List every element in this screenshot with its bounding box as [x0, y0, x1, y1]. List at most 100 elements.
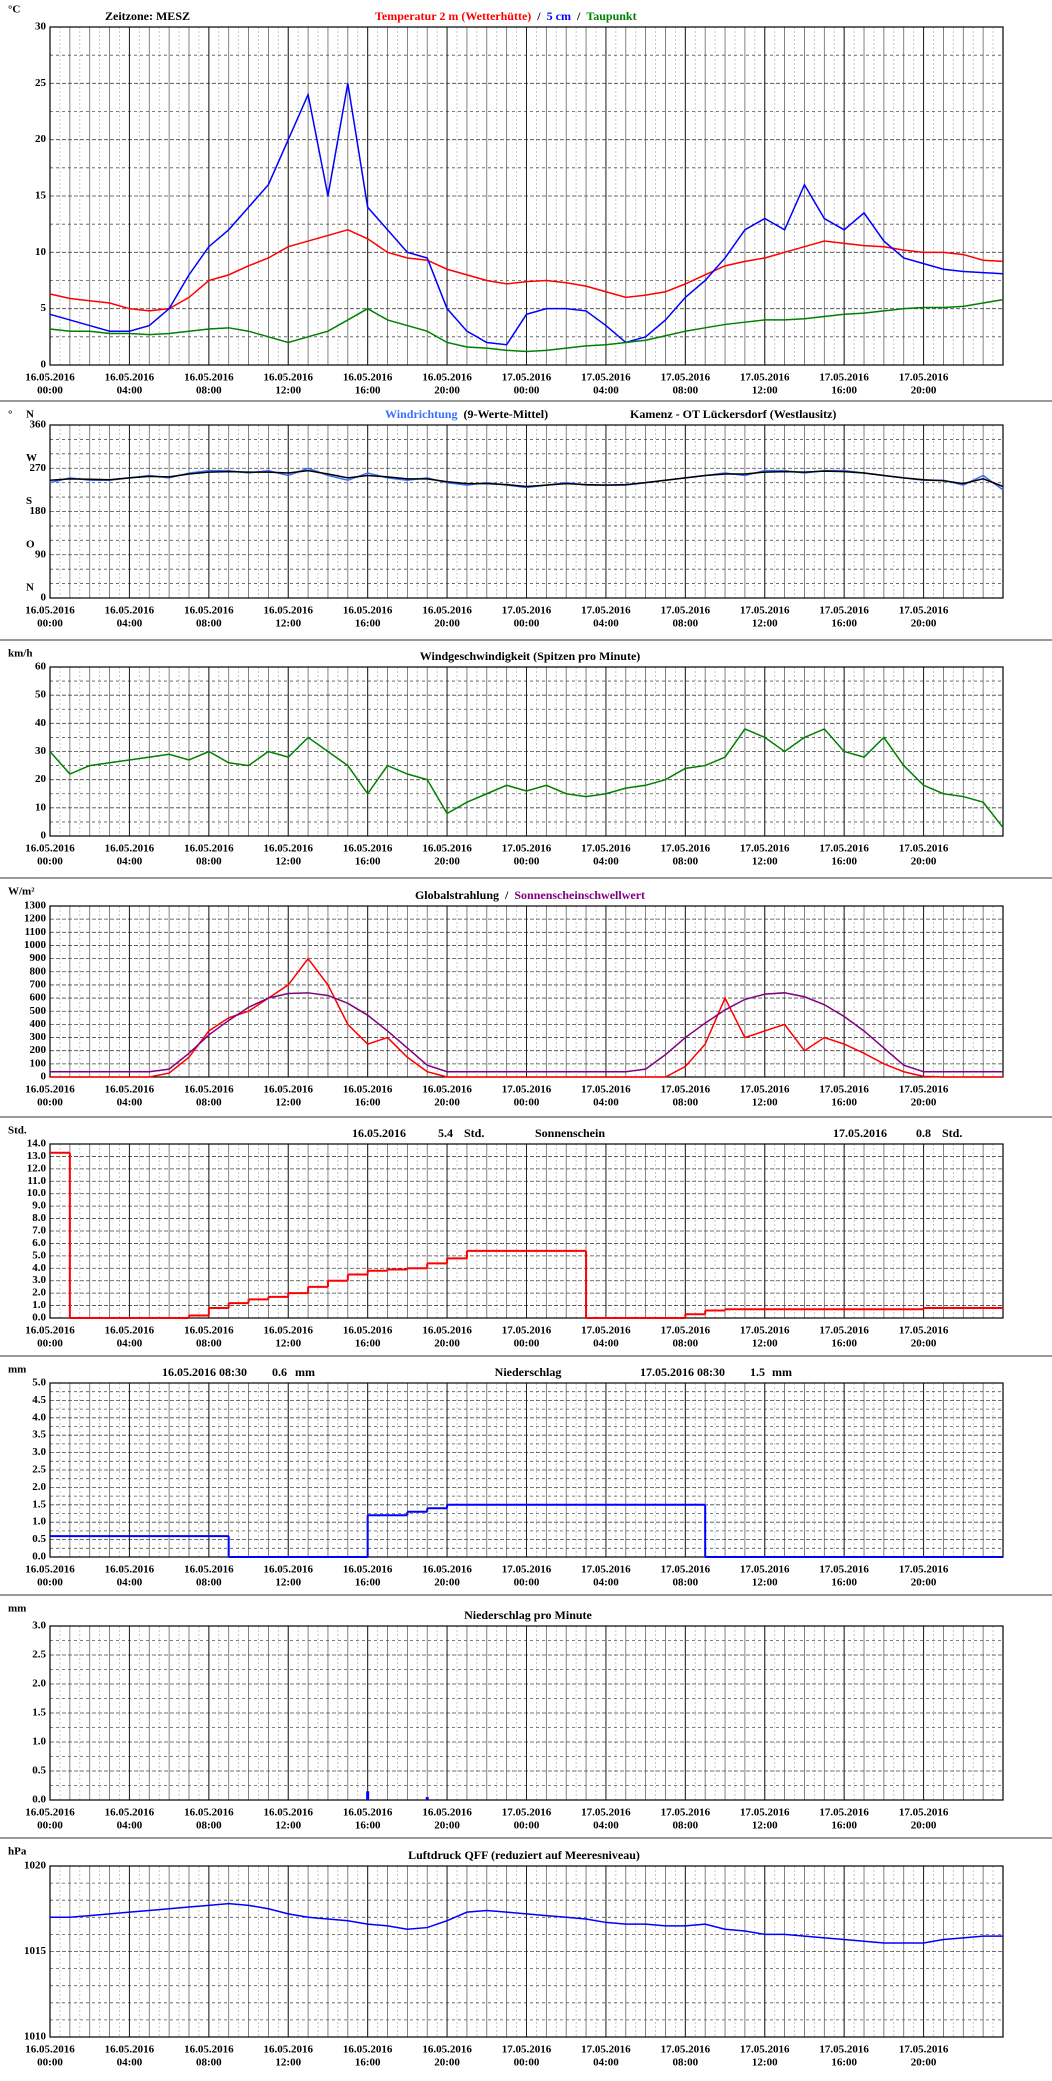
y-tick-label: 1300: [24, 900, 47, 912]
y-tick-label: 4.0: [32, 1262, 46, 1274]
x-tick-label: 17.05.2016: [740, 1807, 790, 1819]
x-tick-label: 12:00: [752, 1097, 778, 1109]
plot-frame: [49, 26, 1004, 366]
x-tick-label: 20:00: [911, 2057, 937, 2069]
x-tick-label: 16.05.2016: [25, 372, 75, 384]
x-tick-label: 12:00: [275, 856, 301, 868]
x-tick-label: 16.05.2016: [343, 605, 393, 617]
x-tick-label: 16.05.2016: [25, 1084, 75, 1096]
y-tick-label: 0: [41, 592, 47, 604]
plot-frame: [49, 1865, 1004, 2038]
x-tick-label: 16.05.2016: [184, 1564, 234, 1576]
x-tick-label: 00:00: [514, 1338, 540, 1350]
x-tick-label: 16.05.2016: [25, 1325, 75, 1337]
x-tick-label: 08:00: [196, 2057, 222, 2069]
y-tick-label: 400: [30, 1018, 47, 1030]
y-tick-label: 5.0: [32, 1249, 46, 1261]
title-part: mm: [772, 1365, 792, 1379]
y-tick-label: 3.0: [32, 1446, 46, 1458]
y-tick-label: 8.0: [32, 1212, 46, 1224]
x-tick-label: 16:00: [355, 1097, 381, 1109]
x-tick-label: 08:00: [196, 1820, 222, 1832]
unit-label: mm: [8, 1603, 26, 1615]
x-tick-label: 17.05.2016: [661, 1325, 711, 1337]
y-tick-label: 20: [35, 773, 47, 785]
plot-frame: [49, 1143, 1004, 1319]
plot-frame: [49, 1625, 1004, 1801]
x-tick-label: 20:00: [911, 618, 937, 630]
y-tick-label: 2.5: [32, 1649, 46, 1661]
x-tick-label: 16.05.2016: [105, 2044, 155, 2056]
x-tick-label: 20:00: [434, 618, 460, 630]
y-tick-label: 12.0: [27, 1162, 47, 1174]
title-part: Temperatur 2 m (Wetterhütte): [375, 9, 531, 23]
unit-label: °: [8, 409, 12, 421]
x-tick-label: 00:00: [37, 618, 63, 630]
unit-label: W/m²: [8, 886, 35, 898]
unit-label: Std.: [8, 1125, 27, 1137]
data-line: [49, 83, 1004, 346]
x-tick-label: 08:00: [672, 2057, 698, 2069]
plot-frame: [49, 1382, 1004, 1558]
chart-title: 0.8: [916, 1126, 931, 1140]
title-part: 1.5: [750, 1365, 765, 1379]
x-tick-label: 17.05.2016: [502, 1807, 552, 1819]
x-tick-label: 16.05.2016: [264, 843, 314, 855]
x-tick-label: 04:00: [117, 856, 143, 868]
x-tick-label: 04:00: [593, 1577, 619, 1589]
x-tick-label: 16.05.2016: [422, 372, 472, 384]
y-tick-label: 180: [30, 505, 47, 517]
y-tick-label: 3.5: [32, 1429, 46, 1441]
unit-label: mm: [8, 1364, 26, 1376]
x-tick-label: 16.05.2016: [105, 605, 155, 617]
x-tick-label: 00:00: [37, 1577, 63, 1589]
x-tick-label: 17.05.2016: [740, 1325, 790, 1337]
x-tick-label: 16.05.2016: [105, 1807, 155, 1819]
x-tick-label: 17.05.2016: [740, 2044, 790, 2056]
x-tick-label: 20:00: [434, 1338, 460, 1350]
x-tick-label: 17.05.2016: [899, 2044, 949, 2056]
title-part: Windrichtung: [385, 407, 457, 421]
x-tick-label: 17.05.2016: [581, 2044, 631, 2056]
title-part: Std.: [942, 1126, 962, 1140]
y-tick-label: 1000: [24, 939, 47, 951]
x-tick-label: 04:00: [593, 385, 619, 397]
plot-frame: [49, 424, 1004, 599]
data-line: [50, 957, 1003, 1078]
x-tick-label: 17.05.2016: [502, 2044, 552, 2056]
y-tick-label: 0: [41, 1071, 47, 1083]
y-tick-label: 100: [30, 1057, 47, 1069]
y-tick-label: 10: [35, 801, 47, 813]
x-tick-label: 08:00: [196, 1097, 222, 1109]
x-tick-label: 17.05.2016: [581, 1807, 631, 1819]
x-tick-label: 17.05.2016: [581, 1325, 631, 1337]
x-tick-label: 17.05.2016: [899, 372, 949, 384]
x-tick-label: 04:00: [593, 2057, 619, 2069]
x-tick-label: 16.05.2016: [343, 2044, 393, 2056]
direction-label: N: [26, 582, 34, 594]
y-tick-label: 13.0: [27, 1150, 47, 1162]
x-tick-label: 08:00: [672, 1338, 698, 1350]
x-tick-label: 16:00: [355, 618, 381, 630]
title-part: Luftdruck QFF (reduziert auf Meeresnivea…: [408, 1848, 640, 1862]
x-tick-label: 16.05.2016: [184, 1325, 234, 1337]
x-tick-label: 20:00: [911, 385, 937, 397]
x-tick-label: 17.05.2016: [740, 1084, 790, 1096]
x-tick-label: 16.05.2016: [264, 605, 314, 617]
x-tick-label: 00:00: [37, 1338, 63, 1350]
title-part: Taupunkt: [586, 9, 636, 23]
x-tick-label: 20:00: [434, 385, 460, 397]
x-tick-label: 16.05.2016: [184, 843, 234, 855]
x-tick-label: 08:00: [672, 856, 698, 868]
x-tick-label: 17.05.2016: [899, 1807, 949, 1819]
x-tick-label: 16:00: [355, 1577, 381, 1589]
x-tick-label: 12:00: [275, 2057, 301, 2069]
x-tick-label: 17.05.2016: [819, 2044, 869, 2056]
x-tick-label: 16.05.2016: [105, 843, 155, 855]
x-tick-label: 04:00: [593, 618, 619, 630]
y-tick-label: 15: [35, 190, 47, 202]
x-tick-label: 08:00: [672, 385, 698, 397]
x-tick-label: 12:00: [752, 618, 778, 630]
x-tick-label: 17.05.2016: [819, 1325, 869, 1337]
